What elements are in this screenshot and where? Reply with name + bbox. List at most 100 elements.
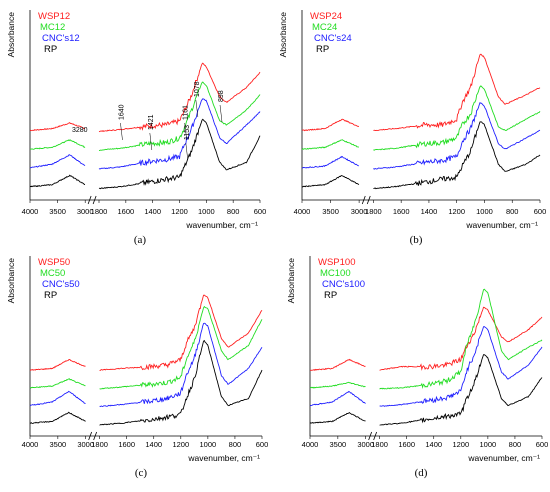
series-line-WSP100 — [309, 358, 366, 371]
legend-entry: RP — [324, 290, 337, 301]
x-tick-label: 1200 — [452, 440, 469, 449]
x-tick-label: 1000 — [200, 440, 217, 449]
x-tick-label: 3500 — [329, 440, 346, 449]
legend-entry: WSP24 — [310, 11, 342, 22]
peak-annotation: 1153 — [184, 125, 191, 140]
panel-label: (b) — [410, 234, 423, 246]
peak-annotation: 898 — [218, 90, 225, 102]
series-line-RP — [379, 354, 543, 426]
annotation-arrow — [120, 122, 123, 141]
legend-entry: MC12 — [40, 22, 65, 33]
legend-entry: WSP100 — [318, 257, 356, 268]
x-tick-label: 3000 — [357, 440, 374, 449]
panel-label: (d) — [415, 467, 428, 479]
panel-label: (c) — [135, 467, 148, 479]
legend-entry: MC100 — [320, 268, 351, 279]
legend-entry: CNC's12 — [42, 33, 80, 44]
annotation-arrow — [185, 142, 189, 161]
x-axis-label: wavenumber, cm⁻¹ — [187, 453, 260, 463]
axis-break-mark — [92, 195, 97, 205]
peak-annotation: 3280 — [72, 127, 88, 134]
x-tick-label: 1800 — [91, 207, 108, 216]
axis-break-mark — [88, 431, 93, 441]
series-line-WSP24 — [301, 118, 360, 132]
series-line-RP — [29, 411, 86, 424]
series-line-MC12 — [29, 139, 86, 150]
legend-entry: WSP50 — [38, 257, 70, 268]
x-tick-label: 3500 — [49, 440, 66, 449]
legend-entry: MC50 — [40, 268, 65, 279]
series-line-MC50 — [29, 378, 86, 389]
x-tick-label: 1000 — [480, 440, 497, 449]
x-tick-label: 4000 — [22, 440, 39, 449]
series-line-WSP50 — [29, 359, 86, 371]
x-axis-label: wavenumber, cm⁻¹ — [465, 220, 538, 230]
x-tick-label: 3000 — [351, 207, 368, 216]
legend-entry: CNC's100 — [322, 279, 365, 290]
x-tick-label: 1600 — [393, 207, 410, 216]
x-tick-label: 1000 — [198, 207, 215, 216]
annotation-arrow — [184, 122, 187, 141]
series-line-CNC's12 — [29, 154, 86, 169]
series-line-RP — [98, 118, 261, 190]
x-tick-label: 1600 — [117, 207, 134, 216]
series-line-CNC's50 — [99, 322, 263, 407]
x-tick-label: 1200 — [448, 207, 465, 216]
series-line-CNC's24 — [373, 102, 541, 170]
peak-annotation: 1078 — [194, 81, 201, 97]
series-line-RP — [309, 412, 366, 424]
x-tick-label: 3000 — [77, 207, 94, 216]
x-tick-label: 4000 — [22, 207, 39, 216]
axis-break-mark — [87, 195, 92, 205]
series-line-MC24 — [301, 139, 359, 150]
series-line-CNC's50 — [29, 390, 86, 407]
annotation-arrow — [149, 132, 153, 151]
series-line-MC24 — [373, 85, 541, 151]
x-tick-label: 1200 — [171, 207, 188, 216]
series-line-WSP50 — [99, 294, 263, 372]
x-tick-label: 1800 — [91, 440, 108, 449]
x-tick-label: 600 — [534, 207, 547, 216]
x-axis-label: wavenumber, cm⁻¹ — [467, 453, 540, 463]
x-tick-label: 600 — [536, 440, 549, 449]
legend-entry: CNC's50 — [42, 279, 80, 290]
y-axis-label: Absorbance — [6, 258, 16, 304]
series-line-MC100 — [379, 288, 543, 390]
x-tick-label: 3500 — [322, 207, 339, 216]
x-tick-label: 4000 — [294, 207, 311, 216]
series-line-CNC's12 — [98, 98, 261, 170]
series-line-RP — [99, 339, 263, 426]
x-tick-label: 1600 — [118, 440, 135, 449]
axis-break-mark — [366, 195, 371, 205]
series-line-CNC's100 — [379, 326, 543, 407]
x-tick-label: 1200 — [172, 440, 189, 449]
x-tick-label: 4000 — [302, 440, 319, 449]
series-line-WSP12 — [29, 121, 86, 132]
series-line-WSP24 — [373, 53, 541, 131]
x-tick-label: 800 — [227, 207, 240, 216]
x-tick-label: 1400 — [421, 207, 438, 216]
x-tick-label: 3500 — [49, 207, 66, 216]
x-tick-label: 1800 — [371, 440, 388, 449]
series-line-CNC's24 — [301, 155, 359, 169]
axis-break-mark — [373, 431, 378, 441]
x-tick-label: 800 — [229, 440, 242, 449]
axis-break-mark — [361, 195, 366, 205]
peak-annotation: 1161 — [183, 105, 190, 120]
legend-entry: RP — [316, 44, 329, 55]
x-tick-label: 1600 — [398, 440, 415, 449]
y-axis-label: Absorbance — [6, 12, 16, 58]
axis-break-mark — [368, 431, 373, 441]
x-tick-label: 800 — [506, 207, 519, 216]
x-axis-label: wavenumber, cm⁻¹ — [185, 220, 258, 230]
series-line-MC100 — [309, 381, 366, 389]
y-axis-label: Absorbance — [278, 12, 288, 58]
series-line-MC12 — [98, 81, 261, 151]
x-tick-label: 1400 — [145, 440, 162, 449]
x-tick-label: 1400 — [144, 207, 161, 216]
legend-entry: RP — [44, 44, 57, 55]
